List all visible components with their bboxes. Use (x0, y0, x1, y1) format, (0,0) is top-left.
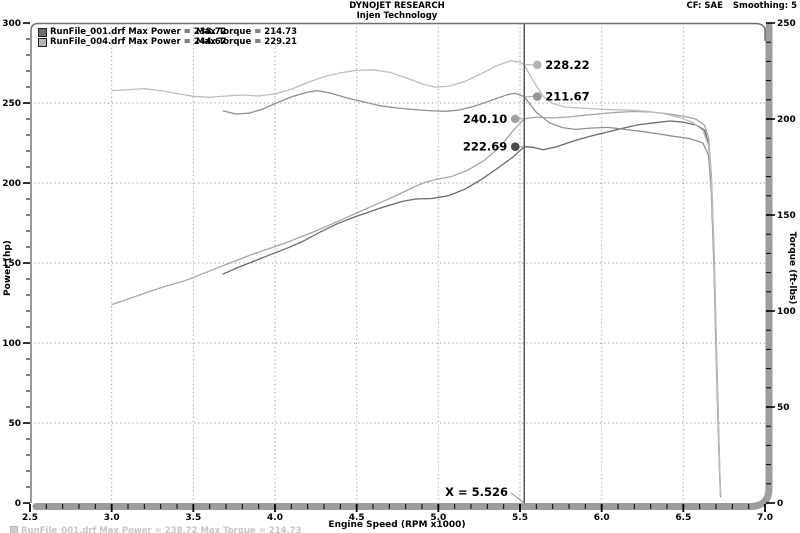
legend-run1-file-power: RunFile_001.drf Max Power = 238.72 (50, 27, 227, 37)
x-tick-label: 7.0 (757, 513, 773, 523)
curve-runfile_004-power (111, 110, 722, 494)
torque-tick-label: 200 (777, 115, 796, 125)
curve-runfile_001-torque (222, 90, 722, 498)
x-tick-label: 3.5 (185, 513, 201, 523)
marker-dot[interactable] (532, 60, 542, 70)
torque-tick-label: 150 (777, 211, 796, 221)
power-tick-label: 200 (2, 179, 21, 189)
power-tick-label: 100 (2, 339, 21, 349)
marker-dot[interactable] (510, 142, 520, 151)
cf-label: CF: SAE (686, 1, 723, 11)
marker-label: 228.22 (545, 58, 589, 72)
x-tick-label: 4.5 (349, 513, 365, 523)
torque-tick-label: 50 (777, 403, 790, 413)
smoothing-label: Smoothing: 5 (732, 1, 797, 11)
power-tick-label: 300 (2, 19, 21, 29)
power-tick-label: 0 (15, 499, 21, 509)
cursor-x-label: X = 5.526 (445, 485, 508, 499)
footer-swatch-icon (10, 526, 18, 533)
marker-dot[interactable] (532, 92, 542, 101)
curve-runfile_004-torque (111, 60, 722, 496)
plot-frame-thick (32, 22, 773, 510)
run1-swatch-icon (38, 27, 47, 37)
plot-frame-thin (30, 22, 766, 503)
legend: RunFile_001.drf Max Power = 238.72 Max T… (38, 27, 297, 47)
legend-row: RunFile_001.drf Max Power = 238.72 Max T… (38, 27, 297, 37)
legend-run2-max-torque: Max Torque = 229.21 (196, 37, 298, 47)
x-tick-label: 6.5 (675, 513, 691, 523)
legend-run2-file-power: RunFile_004.drf Max Power = 244.67 (50, 37, 227, 47)
footer-clipped-text: RunFile_001.drf Max Power = 238.72 Max T… (21, 526, 302, 533)
power-tick-label: 150 (2, 259, 21, 269)
page-title: DYNOJET RESEARCH (349, 1, 445, 11)
x-tick-label: 2.5 (22, 513, 38, 523)
x-tick-label: 5.0 (430, 513, 446, 523)
marker-label: 222.69 (463, 140, 507, 154)
x-tick-label: 6.0 (594, 513, 610, 523)
power-tick-label: 50 (8, 419, 21, 429)
power-tick-label: 250 (2, 99, 21, 109)
marker-label: 211.67 (545, 90, 589, 104)
x-tick-label: 5.5 (512, 513, 528, 523)
curve-runfile_001-power (222, 120, 722, 497)
x-tick-label: 4.0 (267, 513, 283, 523)
correction-smoothing-readout: CF: SAE Smoothing: 5 (686, 1, 797, 11)
x-tick-label: 3.0 (104, 513, 120, 523)
rpm-axis-title: Engine Speed (RPM x1000) (328, 520, 466, 530)
torque-tick-label: 100 (777, 307, 796, 317)
marker-label: 240.10 (463, 112, 507, 126)
marker-dot[interactable] (510, 114, 520, 124)
legend-row: RunFile_004.drf Max Power = 244.67 Max T… (38, 37, 297, 47)
page-subtitle: Injen Technology (356, 11, 438, 21)
torque-axis-title: Torque (ft-lbs) (787, 231, 797, 305)
torque-tick-label: 250 (777, 19, 796, 29)
cursor-x-leader (510, 492, 525, 504)
power-axis-title: Power (hp) (3, 240, 13, 296)
clipped-footer-legend: RunFile_001.drf Max Power = 238.72 Max T… (10, 526, 302, 533)
legend-run1-max-torque: Max Torque = 214.73 (196, 27, 298, 37)
run2-swatch-icon (38, 37, 47, 47)
torque-tick-label: 0 (777, 499, 783, 509)
